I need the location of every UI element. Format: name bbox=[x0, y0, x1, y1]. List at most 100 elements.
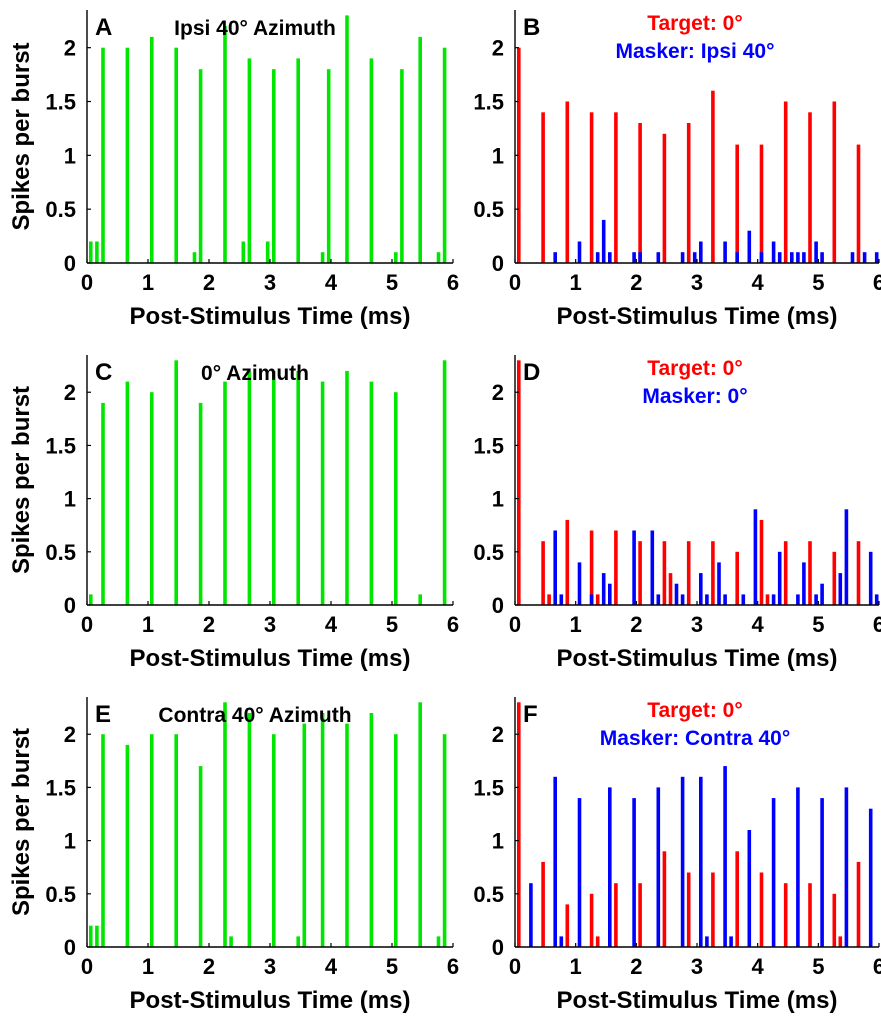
y-axis-title: Spikes per burst bbox=[8, 386, 35, 574]
y-tick-label: 0 bbox=[64, 935, 76, 960]
y-tick-label: 2 bbox=[64, 380, 76, 405]
bar-d-s1-10 bbox=[680, 594, 685, 605]
bar-b-s1-15 bbox=[771, 241, 776, 263]
bar-d-s0-2 bbox=[547, 594, 551, 605]
target-label: Target: 0° bbox=[647, 12, 743, 35]
y-tick-label: 0.5 bbox=[473, 540, 504, 565]
panel-a: 0 1 2 3 4 5 6 0 0.5 1 1.5 2 Post-Stimulus Time (ms) S… bbox=[8, 10, 459, 330]
bar-b-s1-19 bbox=[802, 252, 806, 263]
x-tick-label: 6 bbox=[873, 612, 881, 637]
bar-f-s1-10 bbox=[723, 766, 727, 947]
y-tick-label: 0 bbox=[492, 593, 504, 618]
bar-f-s1-5 bbox=[632, 798, 636, 947]
x-axis-title: Post-Stimulus Time (ms) bbox=[557, 645, 838, 672]
bar-f-s0-1 bbox=[541, 861, 545, 947]
x-axis-title: Post-Stimulus Time (ms) bbox=[130, 645, 411, 672]
bar-e-s0-18 bbox=[436, 936, 441, 947]
bar-f-s1-13 bbox=[771, 798, 776, 947]
bar-b-s0-5 bbox=[638, 123, 642, 263]
x-tick-label: 2 bbox=[203, 612, 215, 637]
x-tick-label: 3 bbox=[264, 954, 276, 979]
bar-d-s0-14 bbox=[765, 594, 770, 605]
x-tick-label: 5 bbox=[386, 270, 398, 295]
bar-f-s0-11 bbox=[759, 872, 764, 947]
bar-e-s0-1 bbox=[95, 925, 99, 947]
x-axis-title: Post-Stimulus Time (ms) bbox=[557, 987, 838, 1014]
bar-f-s0-5 bbox=[614, 883, 618, 947]
bar-d-s1-5 bbox=[608, 583, 612, 605]
bar-f-s0-14 bbox=[832, 893, 837, 947]
bar-c-s0-0 bbox=[89, 594, 93, 605]
bar-a-s0-13 bbox=[296, 58, 300, 264]
panel-letter: E bbox=[95, 701, 111, 728]
panel-f: 0 1 2 3 4 5 6 0 0.5 1 1.5 2 Post-Stimulus Time (ms) F… bbox=[473, 697, 881, 1014]
bar-b-s1-12 bbox=[735, 252, 739, 263]
bar-b-s1-21 bbox=[820, 252, 824, 263]
y-tick-label: 1.5 bbox=[473, 90, 504, 115]
bar-c-s0-7 bbox=[247, 371, 252, 605]
bar-d-s1-15 bbox=[741, 594, 746, 605]
bar-a-s0-22 bbox=[442, 47, 447, 264]
bar-c-s0-14 bbox=[418, 594, 422, 605]
bar-d-s0-12 bbox=[735, 551, 739, 605]
bar-e-s0-2 bbox=[101, 734, 105, 947]
bar-a-s0-8 bbox=[223, 26, 227, 263]
bar-c-s0-6 bbox=[223, 381, 227, 605]
y-tick-label: 0 bbox=[492, 251, 504, 276]
y-tick-label: 1.5 bbox=[473, 433, 504, 458]
y-tick-label: 2 bbox=[492, 722, 504, 747]
bar-f-s0-15 bbox=[838, 936, 843, 947]
bar-e-s0-17 bbox=[418, 702, 422, 947]
panel-letter: D bbox=[523, 359, 540, 386]
bar-b-s1-13 bbox=[747, 230, 752, 263]
bar-d-s0-18 bbox=[856, 541, 861, 605]
masker-label: Masker: 0° bbox=[642, 385, 747, 408]
bar-b-s1-5 bbox=[632, 252, 636, 263]
x-tick-label: 3 bbox=[264, 612, 276, 637]
y-tick-label: 2 bbox=[64, 722, 76, 747]
bar-f-s0-0 bbox=[517, 702, 521, 947]
x-tick-label: 5 bbox=[386, 612, 398, 637]
bar-d-s1-7 bbox=[650, 530, 655, 605]
y-tick-label: 1 bbox=[64, 143, 76, 168]
bar-b-s1-11 bbox=[723, 241, 727, 263]
bar-d-s0-13 bbox=[759, 519, 764, 605]
bar-d-s1-3 bbox=[589, 594, 594, 605]
y-tick-label: 0.5 bbox=[45, 197, 76, 222]
y-tick-label: 2 bbox=[492, 380, 504, 405]
y-tick-label: 1 bbox=[492, 487, 504, 512]
bar-b-s1-2 bbox=[595, 252, 600, 263]
x-tick-label: 4 bbox=[325, 270, 338, 295]
target-label: Target: 0° bbox=[647, 699, 743, 722]
bar-b-s0-8 bbox=[711, 90, 715, 263]
bar-d-s0-3 bbox=[565, 519, 570, 605]
y-tick-label: 0 bbox=[64, 251, 76, 276]
bar-f-s0-2 bbox=[565, 904, 570, 947]
bar-b-s1-17 bbox=[790, 252, 794, 263]
y-tick-label: 1 bbox=[492, 143, 504, 168]
bar-b-s1-10 bbox=[699, 241, 703, 263]
bar-e-s0-15 bbox=[369, 713, 374, 947]
panel-c: 0 1 2 3 4 5 6 0 0.5 1 1.5 2 Post-Stimulus Time (ms) S… bbox=[8, 355, 459, 672]
y-tick-label: 1.5 bbox=[45, 775, 76, 800]
bar-f-s0-12 bbox=[783, 883, 788, 947]
x-tick-label: 1 bbox=[570, 954, 582, 979]
bar-d-s0-1 bbox=[541, 541, 545, 605]
x-tick-label: 1 bbox=[142, 612, 154, 637]
panel-title: 0° Azimuth bbox=[201, 362, 309, 385]
bar-b-s1-18 bbox=[796, 252, 800, 263]
x-tick-label: 6 bbox=[447, 612, 459, 637]
bar-b-s0-14 bbox=[856, 144, 861, 263]
x-tick-label: 0 bbox=[81, 954, 93, 979]
bar-e-s0-14 bbox=[345, 723, 349, 947]
bar-b-s0-13 bbox=[832, 101, 837, 263]
panel-letter: F bbox=[523, 701, 538, 728]
bar-f-s1-11 bbox=[729, 936, 733, 947]
x-tick-label: 2 bbox=[630, 954, 642, 979]
x-tick-label: 6 bbox=[873, 954, 881, 979]
bar-b-s0-10 bbox=[759, 144, 764, 263]
panel-letter: A bbox=[95, 14, 112, 41]
bar-d-s0-16 bbox=[808, 541, 812, 605]
bar-f-s1-1 bbox=[553, 776, 557, 947]
bar-a-s0-16 bbox=[345, 15, 349, 264]
